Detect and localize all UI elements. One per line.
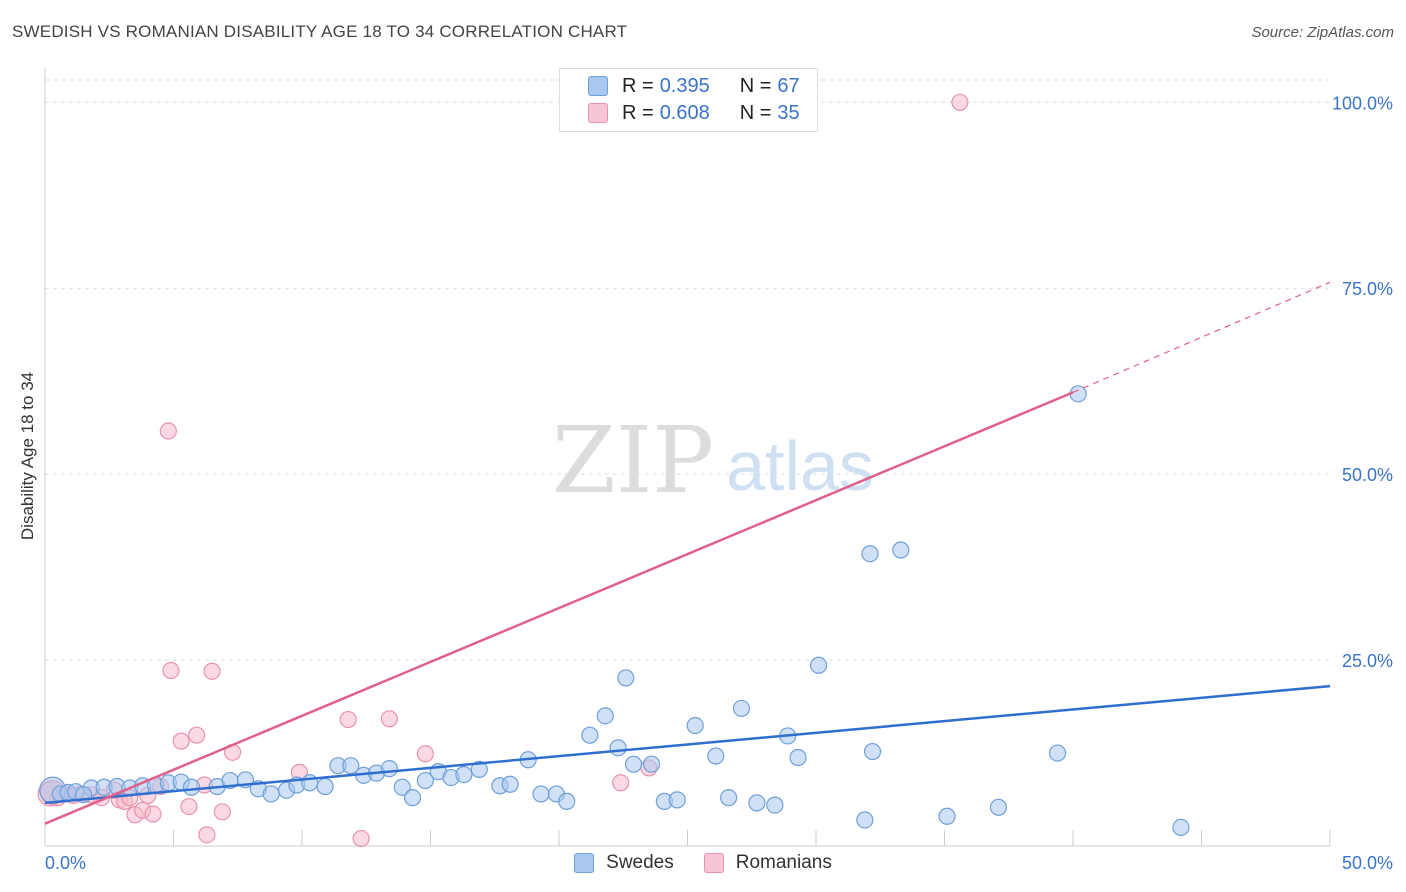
gridlines <box>45 79 1330 661</box>
n-label: N = <box>739 74 772 97</box>
legend-label-romanians: Romanians <box>735 852 832 873</box>
romanians-trend-line <box>44 391 1074 825</box>
swedes-point <box>617 669 635 687</box>
swedes-swatch <box>588 76 608 96</box>
romanians-point <box>213 803 231 821</box>
n-value: 67 <box>777 74 800 97</box>
swedes-point <box>470 760 488 779</box>
romanians-point <box>188 726 206 744</box>
legend-item-romanians: Romanians <box>703 852 832 874</box>
r-value: 0.395 <box>659 74 710 97</box>
romanians-point <box>951 93 969 111</box>
chart-title: SWEDISH VS ROMANIAN DISABILITY AGE 18 TO… <box>12 22 628 41</box>
romanians-point <box>180 797 198 816</box>
swedes-point <box>342 757 360 775</box>
y-tick-label: 25.0% <box>1342 651 1393 671</box>
romanians-point <box>380 710 398 728</box>
swedes-point <box>642 755 661 773</box>
romanians-point <box>144 805 162 823</box>
romanians-trend-extension <box>1072 281 1331 393</box>
swedes-point <box>748 794 766 812</box>
y-tick-label: 100.0% <box>1332 93 1393 113</box>
swedes-point <box>1048 744 1067 762</box>
swedes-point <box>380 760 398 778</box>
y-tick-label: 75.0% <box>1342 279 1393 299</box>
swedes-point <box>581 726 599 744</box>
swedes-point <box>732 699 751 718</box>
romanians-point <box>198 826 216 844</box>
swedes-point <box>609 739 627 757</box>
swedes-point <box>455 766 473 784</box>
romanians-point <box>203 662 221 680</box>
swedes-point <box>596 707 614 725</box>
swedes-point <box>989 798 1008 816</box>
romanians-point <box>172 732 190 750</box>
swedes-point <box>668 791 686 809</box>
axes <box>44 68 1331 847</box>
x-tick-label: 0.0% <box>45 853 86 873</box>
tick-labels: 25.0% 50.0% 75.0% 100.0% 0.0% 50.0% <box>45 93 1393 873</box>
romanians-swatch <box>703 853 724 873</box>
swedes-point <box>1172 818 1190 837</box>
swedes-point <box>403 789 422 807</box>
romanians-point <box>416 745 434 763</box>
legend-label-swedes: Swedes <box>606 852 674 873</box>
legend-item-swedes: Swedes <box>574 852 674 874</box>
romanians-point <box>159 422 177 440</box>
swedes-point <box>707 747 725 765</box>
swedes-point <box>720 789 738 807</box>
r-label: R = <box>622 101 654 124</box>
swedes-point <box>416 771 434 790</box>
r-label: R = <box>622 74 654 97</box>
swedes-point <box>809 656 828 674</box>
swedes-point <box>766 796 784 814</box>
swedes-point <box>316 777 334 796</box>
romanians-point <box>352 829 370 848</box>
series-legend: Swedes Romanians <box>0 852 1406 874</box>
r-value: 0.608 <box>659 101 710 124</box>
swedes-point <box>501 775 519 793</box>
romanians-point <box>339 710 357 729</box>
swedes-point <box>624 755 643 773</box>
swedes-swatch <box>574 853 595 873</box>
n-value: 35 <box>777 101 800 124</box>
watermark-atlas: atlas <box>726 427 874 505</box>
correlation-legend: R = 0.395 N = 67 R = 0.608 N = 35 <box>559 68 818 132</box>
romanians-point <box>612 774 630 792</box>
legend-row-romanians: R = 0.608 N = 35 <box>588 101 800 125</box>
swedes-point <box>558 792 576 810</box>
trend-lines <box>44 281 1331 825</box>
swedes-point <box>789 748 807 767</box>
n-label: N = <box>739 101 772 124</box>
swedes-points <box>39 385 1190 837</box>
swedes-point <box>262 785 280 803</box>
swedes-point <box>686 716 704 735</box>
swedes-point <box>861 545 879 563</box>
swedes-point <box>393 778 411 796</box>
swedes-point <box>938 807 956 825</box>
swedes-point <box>856 811 874 829</box>
legend-row-swedes: R = 0.395 N = 67 <box>588 74 800 98</box>
swedes-point <box>863 742 882 761</box>
swedes-trend-line <box>44 684 1331 805</box>
x-tick-label: 50.0% <box>1342 853 1393 873</box>
swedes-point <box>532 785 550 803</box>
watermark-zip: ZIP <box>552 407 714 514</box>
swedes-point <box>892 541 910 559</box>
y-tick-label: 50.0% <box>1342 465 1393 485</box>
romanians-swatch <box>588 103 608 123</box>
swedes-point <box>182 778 201 796</box>
romanians-point <box>162 661 180 680</box>
source-label: Source: ZipAtlas.com <box>1251 24 1394 41</box>
